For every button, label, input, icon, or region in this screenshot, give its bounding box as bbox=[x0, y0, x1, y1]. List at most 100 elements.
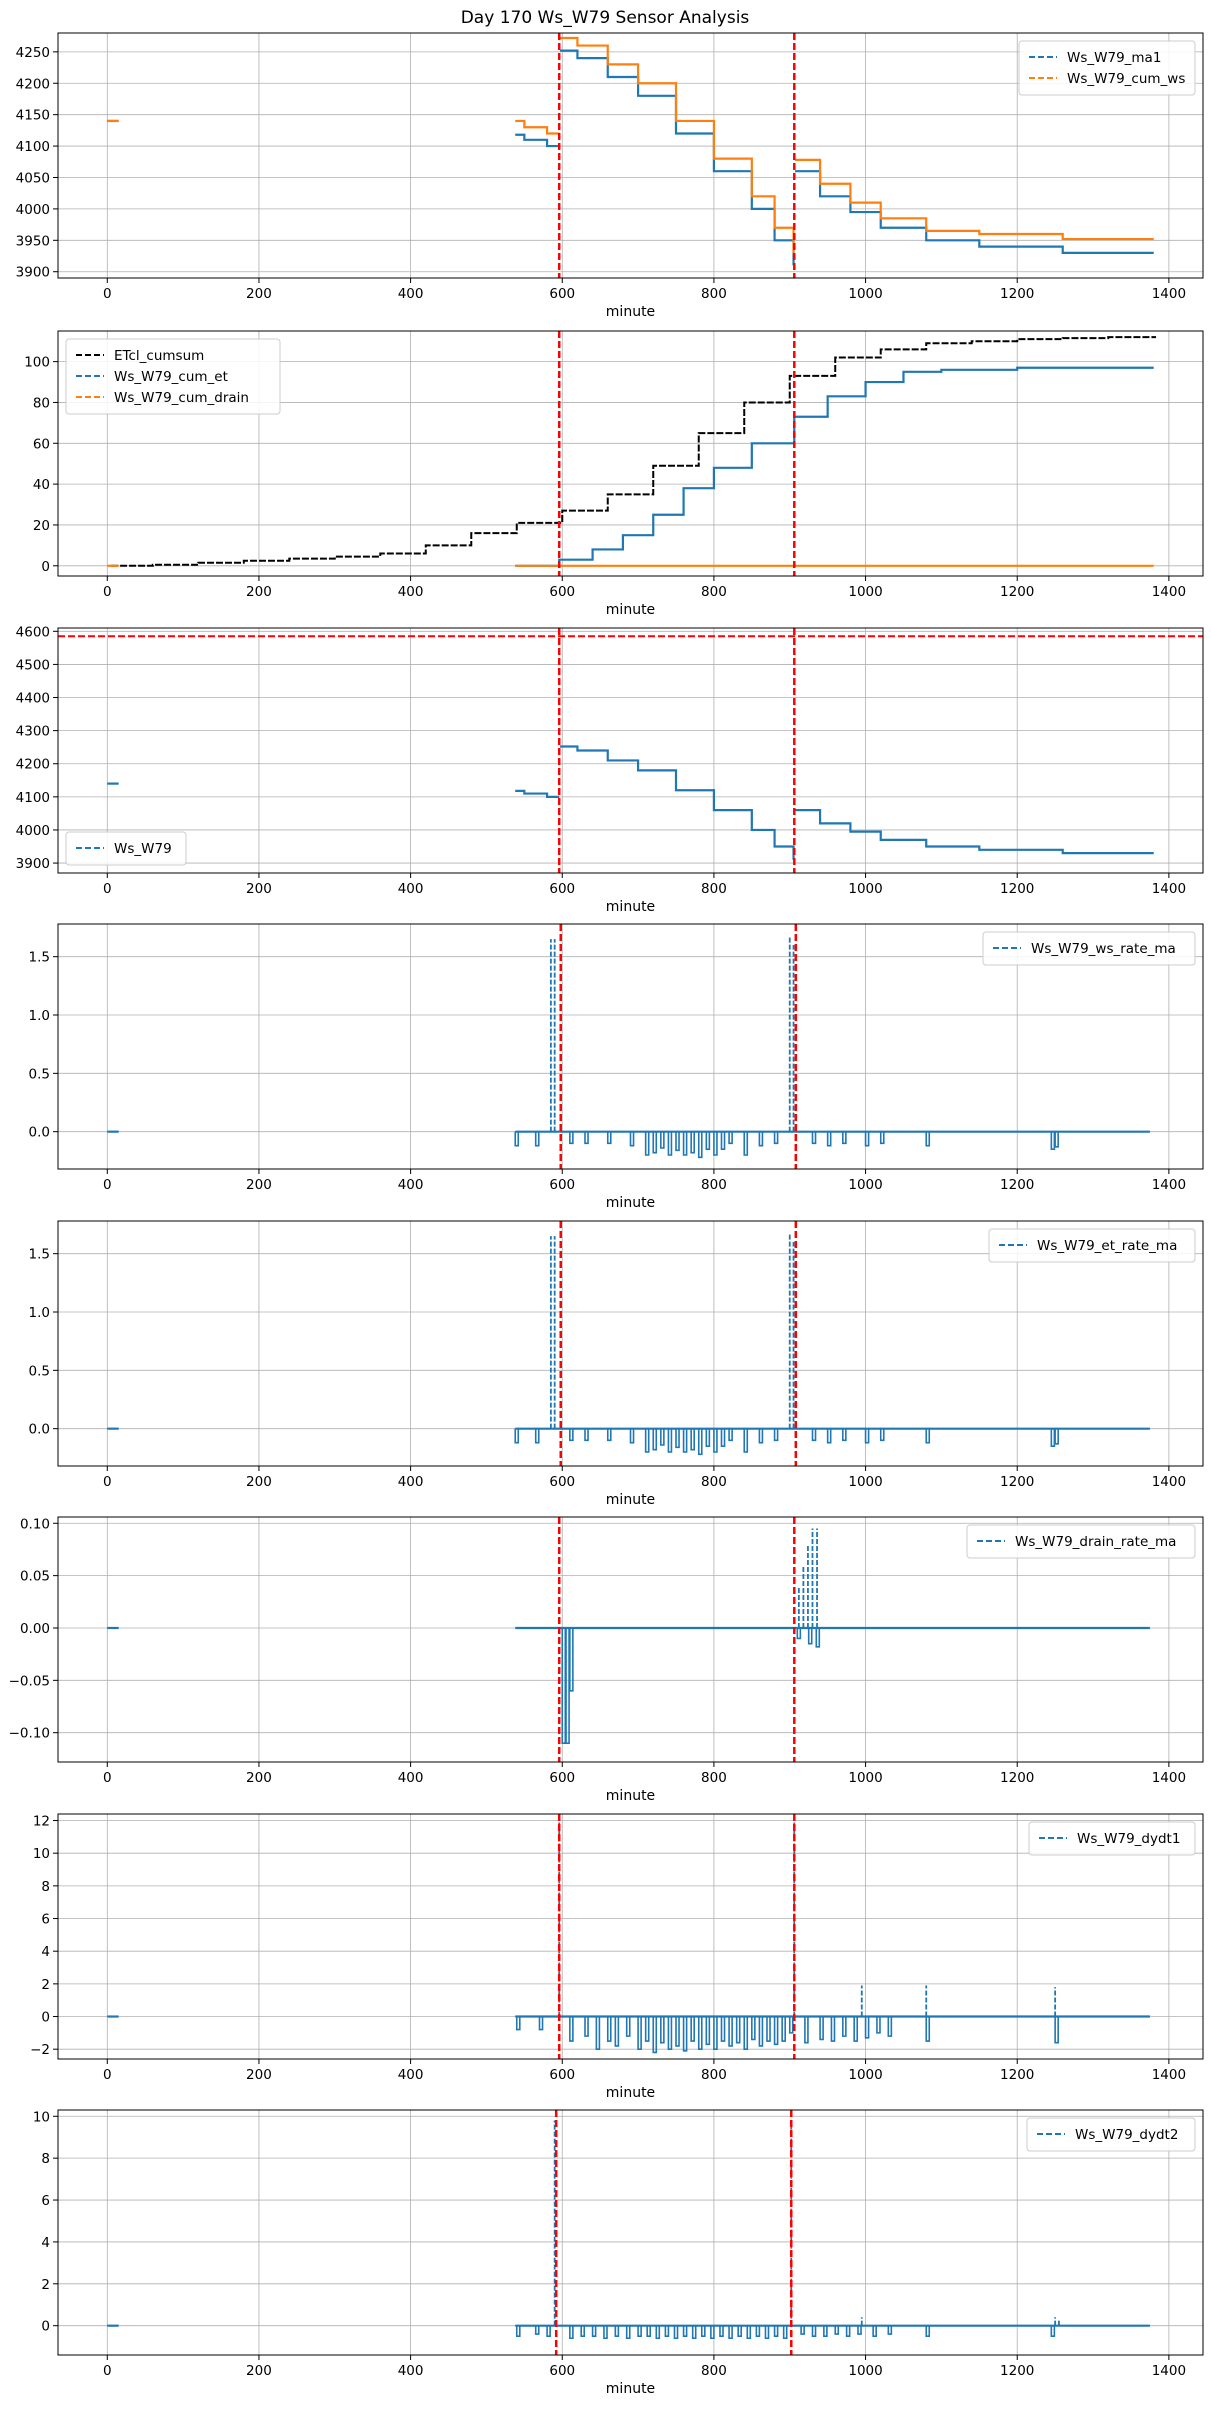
series-dip bbox=[853, 2016, 859, 2042]
series-dip bbox=[811, 2325, 817, 2337]
series-dip bbox=[879, 1428, 885, 1442]
series-dip bbox=[697, 2016, 703, 2050]
legend: Ws_W79_et_rate_ma bbox=[988, 1228, 1196, 1263]
x-tick-label: 1400 bbox=[1152, 1177, 1186, 1193]
y-tick-label: 1.0 bbox=[29, 1008, 50, 1024]
series-dip bbox=[629, 1428, 635, 1444]
x-tick-label: 1200 bbox=[1000, 286, 1034, 302]
series-dip bbox=[876, 2016, 881, 2034]
series-dip bbox=[606, 2016, 612, 2042]
series-dip bbox=[534, 1428, 540, 1444]
series-dip bbox=[766, 2016, 771, 2042]
series-dip bbox=[857, 2325, 862, 2335]
series-dip bbox=[664, 2325, 670, 2337]
x-tick-label: 600 bbox=[549, 1177, 575, 1193]
series-dip bbox=[667, 2016, 673, 2050]
series-dip bbox=[815, 1627, 821, 1648]
series-dip bbox=[644, 1131, 650, 1156]
series-dip bbox=[637, 2016, 642, 2050]
legend-box bbox=[65, 831, 187, 866]
series-line bbox=[111, 336, 1156, 567]
y-tick-label: −0.05 bbox=[9, 1673, 50, 1689]
x-tick-label: 0 bbox=[103, 286, 112, 302]
series-dip bbox=[514, 1131, 520, 1147]
x-tick-label: 400 bbox=[398, 1474, 424, 1490]
series-dip bbox=[773, 2325, 779, 2337]
x-tick-label: 1400 bbox=[1152, 584, 1186, 600]
y-tick-label: 0.5 bbox=[29, 1066, 50, 1082]
series-dip bbox=[788, 2016, 794, 2034]
y-tick-label: 8 bbox=[41, 1879, 50, 1895]
series-dip bbox=[804, 2016, 809, 2044]
series-dip bbox=[625, 2016, 631, 2037]
series-dip bbox=[842, 1428, 847, 1442]
x-tick-label: 800 bbox=[701, 1177, 727, 1193]
series-dip bbox=[614, 2016, 620, 2047]
x-tick-label: 200 bbox=[246, 1770, 272, 1786]
legend-box bbox=[1018, 40, 1196, 96]
legend-box bbox=[1028, 1821, 1196, 1856]
x-axis-label: minute bbox=[606, 1788, 655, 1804]
series-Ws_W79_dydt2 bbox=[107, 2120, 1150, 2340]
x-tick-label: 1000 bbox=[848, 2067, 882, 2083]
axes-frame bbox=[57, 2109, 1204, 2356]
series-dip bbox=[864, 1131, 870, 1147]
axes: 0 200 400 600 800 1000 1200 1400 3900 4000 4100 420… bbox=[16, 624, 1186, 915]
x-tick-label: 400 bbox=[398, 584, 424, 600]
series-dip bbox=[925, 2325, 931, 2337]
series-dip bbox=[845, 2325, 851, 2337]
series-dip bbox=[710, 2325, 715, 2340]
plot-area bbox=[107, 924, 1150, 1169]
y-tick-label: 20 bbox=[33, 518, 50, 534]
series-dip bbox=[673, 2325, 679, 2340]
series-dip bbox=[887, 2016, 893, 2037]
series-dip bbox=[1054, 2016, 1059, 2044]
y-tick-label: 4100 bbox=[16, 139, 50, 155]
series-dip bbox=[705, 1131, 711, 1150]
y-tick-label: 100 bbox=[24, 355, 50, 371]
y-tick-label: 1.5 bbox=[29, 950, 50, 966]
x-tick-label: 400 bbox=[398, 2363, 424, 2379]
legend: Ws_W79_dydt2 bbox=[1026, 2117, 1196, 2152]
series-dip bbox=[811, 1131, 817, 1145]
series-Ws_W79_cum_et bbox=[515, 366, 1154, 567]
series-dip bbox=[675, 2016, 680, 2047]
y-tick-label: 10 bbox=[33, 2109, 50, 2125]
y-tick-label: 3950 bbox=[16, 233, 50, 249]
x-axis-label: minute bbox=[606, 1195, 655, 1211]
series-dip bbox=[691, 2325, 697, 2340]
legend: Ws_W79_drain_rate_ma bbox=[966, 1524, 1196, 1559]
x-tick-label: 400 bbox=[398, 286, 424, 302]
x-tick-label: 800 bbox=[701, 2067, 727, 2083]
plot-area bbox=[107, 1517, 1150, 1762]
series-segment bbox=[515, 789, 560, 798]
x-tick-label: 200 bbox=[246, 881, 272, 897]
x-axis-label: minute bbox=[606, 1492, 655, 1508]
x-tick-label: 800 bbox=[701, 2363, 727, 2379]
series-dip bbox=[713, 1428, 718, 1453]
y-tick-label: 4050 bbox=[16, 170, 50, 186]
series-dip bbox=[737, 2325, 743, 2337]
legend-label: Ws_W79_cum_et bbox=[114, 369, 228, 385]
series-dip bbox=[614, 2325, 620, 2337]
subplot-8: 0 200 400 600 800 1000 1200 1400 0 2 4 6 8 10 minute Ws… bbox=[33, 2109, 1204, 2397]
series-dip bbox=[758, 1428, 764, 1444]
subplot-1: 0 200 400 600 800 1000 1200 1400 3900 3950 4000 405… bbox=[16, 32, 1204, 320]
series-dip bbox=[872, 2325, 877, 2337]
y-tick-label: 8 bbox=[41, 2151, 50, 2167]
series-dip bbox=[713, 1131, 718, 1156]
series-dip bbox=[515, 2325, 521, 2337]
y-tick-label: 3900 bbox=[16, 856, 50, 872]
axes-frame bbox=[57, 1220, 1204, 1467]
x-tick-label: 200 bbox=[246, 286, 272, 302]
grid bbox=[58, 628, 1203, 873]
x-tick-label: 0 bbox=[103, 881, 112, 897]
legend-label: Ws_W79_cum_ws bbox=[1067, 71, 1185, 87]
y-tick-label: 2 bbox=[41, 1977, 50, 1993]
series-dip bbox=[682, 2016, 688, 2052]
x-tick-label: 600 bbox=[549, 286, 575, 302]
series-dip bbox=[660, 1131, 665, 1149]
x-tick-label: 600 bbox=[549, 584, 575, 600]
y-tick-label: −2 bbox=[30, 2042, 50, 2058]
x-tick-label: 1000 bbox=[848, 2363, 882, 2379]
